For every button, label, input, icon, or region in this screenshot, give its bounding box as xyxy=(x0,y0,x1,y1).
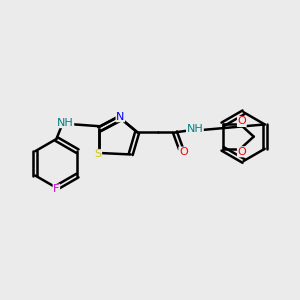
Text: NH: NH xyxy=(187,124,203,134)
Text: S: S xyxy=(94,149,101,160)
Text: F: F xyxy=(53,184,60,194)
Text: N: N xyxy=(116,112,124,122)
Text: NH: NH xyxy=(57,118,74,128)
Text: O: O xyxy=(238,147,246,157)
Text: O: O xyxy=(179,147,188,157)
Text: O: O xyxy=(238,116,246,127)
